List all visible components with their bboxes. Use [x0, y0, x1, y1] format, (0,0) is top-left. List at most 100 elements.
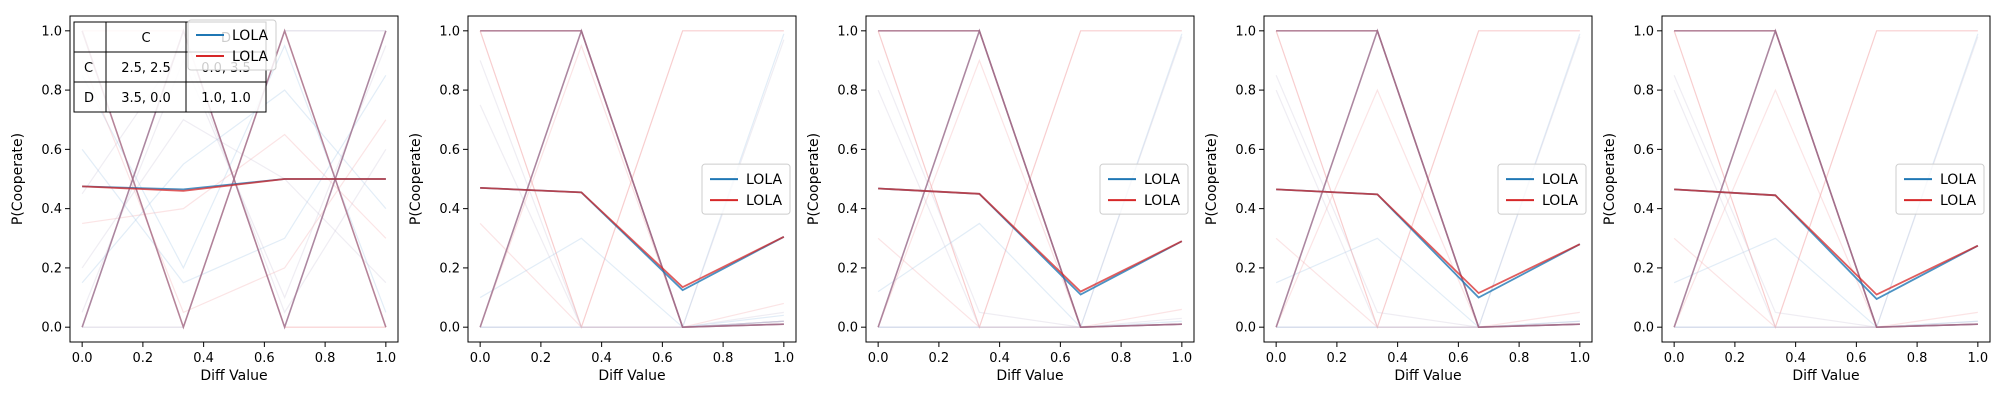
series-line-lola-red	[1276, 188, 1581, 295]
axes-frame	[1661, 15, 1991, 343]
background-run-line	[480, 320, 784, 328]
axes-frame	[1263, 15, 1593, 343]
x-tick-label: 0.0	[868, 351, 889, 366]
y-tick-label: 0.4	[837, 202, 858, 217]
series-line-lola-red	[82, 178, 386, 192]
legend-box	[1099, 163, 1189, 215]
background-run-line	[479, 237, 784, 328]
x-tick-label: 0.4	[1785, 351, 1806, 366]
y-tick-label: 1.0	[1633, 24, 1654, 39]
y-tick-label: 1.0	[1235, 24, 1256, 39]
legend-label: LOLA	[1542, 172, 1578, 188]
legend-label: LOLA	[232, 28, 268, 44]
background-run-line	[81, 60, 387, 314]
legend-label: LOLA	[746, 193, 782, 209]
payoff-table-cell: 1.0, 1.0	[201, 91, 251, 106]
y-tick-label: 0.2	[41, 261, 62, 276]
background-run-line	[479, 223, 784, 328]
y-tick-label: 0.2	[439, 261, 460, 276]
y-tick-label: 0.0	[837, 321, 858, 336]
x-tick-label: 0.6	[1846, 351, 1867, 366]
background-run-line	[877, 222, 1182, 328]
legend: LOLA LOLA	[1497, 163, 1587, 215]
legend-label: LOLA	[1144, 193, 1180, 209]
x-tick-label: 1.0	[376, 351, 397, 366]
legend-label: LOLA	[1542, 193, 1578, 209]
x-tick-label: 0.8	[1111, 351, 1132, 366]
payoff-table-cell: C	[141, 31, 150, 46]
chart-panel-5: 0.0 0.2 0.4 0.6 0.8 1.0 0.0 0.2 0.4 0.6 0.8 1.0 Diff…	[1602, 15, 1991, 384]
x-tick-label: 0.2	[531, 351, 552, 366]
x-tick-label: 0.4	[591, 351, 612, 366]
background-run-line	[1275, 75, 1580, 328]
axes-frame	[467, 15, 797, 343]
y-tick-label: 0.4	[41, 202, 62, 217]
y-tick-label: 0.2	[1633, 261, 1654, 276]
y-tick-label: 0.0	[41, 321, 62, 336]
y-axis-label: P(Cooperate)	[806, 133, 822, 225]
y-tick-label: 1.0	[837, 24, 858, 39]
y-tick-label: 0.0	[1235, 321, 1256, 336]
x-axis-label: Diff Value	[996, 368, 1063, 384]
x-axis-label: Diff Value	[598, 368, 665, 384]
y-tick-label: 0.6	[41, 143, 62, 158]
x-tick-label: 0.6	[1050, 351, 1071, 366]
background-run-line	[81, 89, 387, 284]
legend-label: LOLA	[232, 49, 268, 65]
legend: LOLA LOLA	[1895, 163, 1985, 215]
chart-panel-4: 0.0 0.2 0.4 0.6 0.8 1.0 0.0 0.2 0.4 0.6 0.8 1.0 Diff…	[1204, 15, 1593, 384]
axes-frame	[865, 15, 1195, 343]
y-tick-label: 0.8	[837, 84, 858, 99]
series-line-lola-red	[878, 187, 1183, 293]
overlap-run-line	[1673, 28, 1978, 328]
x-tick-label: 1.0	[1968, 351, 1989, 366]
y-tick-label: 0.4	[1235, 202, 1256, 217]
x-tick-label: 0.8	[315, 351, 336, 366]
payoff-table-cell: D	[84, 91, 94, 106]
payoff-table-cell: 2.5, 2.5	[121, 61, 171, 76]
x-tick-label: 0.8	[713, 351, 734, 366]
y-axis-label: P(Cooperate)	[1602, 133, 1618, 225]
y-tick-label: 0.8	[41, 84, 62, 99]
y-tick-label: 0.2	[1235, 261, 1256, 276]
legend-box	[187, 19, 277, 71]
y-tick-label: 0.4	[439, 202, 460, 217]
series-line-lola-red	[1674, 188, 1979, 296]
x-tick-label: 0.2	[1327, 351, 1348, 366]
x-tick-label: 0.0	[1664, 351, 1685, 366]
background-run-line	[877, 237, 1182, 328]
y-tick-label: 1.0	[439, 24, 460, 39]
overlap-run-line	[479, 28, 784, 328]
y-tick-label: 0.6	[439, 143, 460, 158]
y-axis-label: P(Cooperate)	[10, 133, 26, 225]
y-tick-label: 0.2	[837, 261, 858, 276]
legend-box	[1895, 163, 1985, 215]
y-tick-label: 0.8	[1235, 84, 1256, 99]
x-tick-label: 0.6	[254, 351, 275, 366]
x-tick-label: 0.8	[1509, 351, 1530, 366]
x-tick-label: 0.2	[929, 351, 950, 366]
x-tick-label: 0.0	[1266, 351, 1287, 366]
x-tick-label: 1.0	[774, 351, 795, 366]
legend: LOLA LOLA	[701, 163, 791, 215]
background-run-line	[1673, 237, 1978, 328]
background-run-line	[81, 74, 387, 284]
legend-label: LOLA	[1144, 172, 1180, 188]
background-run-line	[1275, 237, 1580, 328]
background-run-line	[479, 60, 784, 328]
y-tick-label: 0.4	[1633, 202, 1654, 217]
x-tick-label: 0.4	[193, 351, 214, 366]
x-axis-label: Diff Value	[1394, 368, 1461, 384]
background-run-line	[1275, 237, 1580, 328]
overlap-run-line	[877, 28, 1182, 328]
x-tick-label: 1.0	[1570, 351, 1591, 366]
payoff-table-cell: C	[84, 61, 93, 76]
background-run-line	[1673, 237, 1978, 328]
x-tick-label: 0.0	[72, 351, 93, 366]
legend-label: LOLA	[1940, 193, 1976, 209]
y-tick-label: 0.0	[1633, 321, 1654, 336]
overlap-run-line	[1275, 28, 1580, 328]
x-tick-label: 0.0	[470, 351, 491, 366]
axes-frame	[69, 15, 399, 343]
x-axis-label: Diff Value	[200, 368, 267, 384]
